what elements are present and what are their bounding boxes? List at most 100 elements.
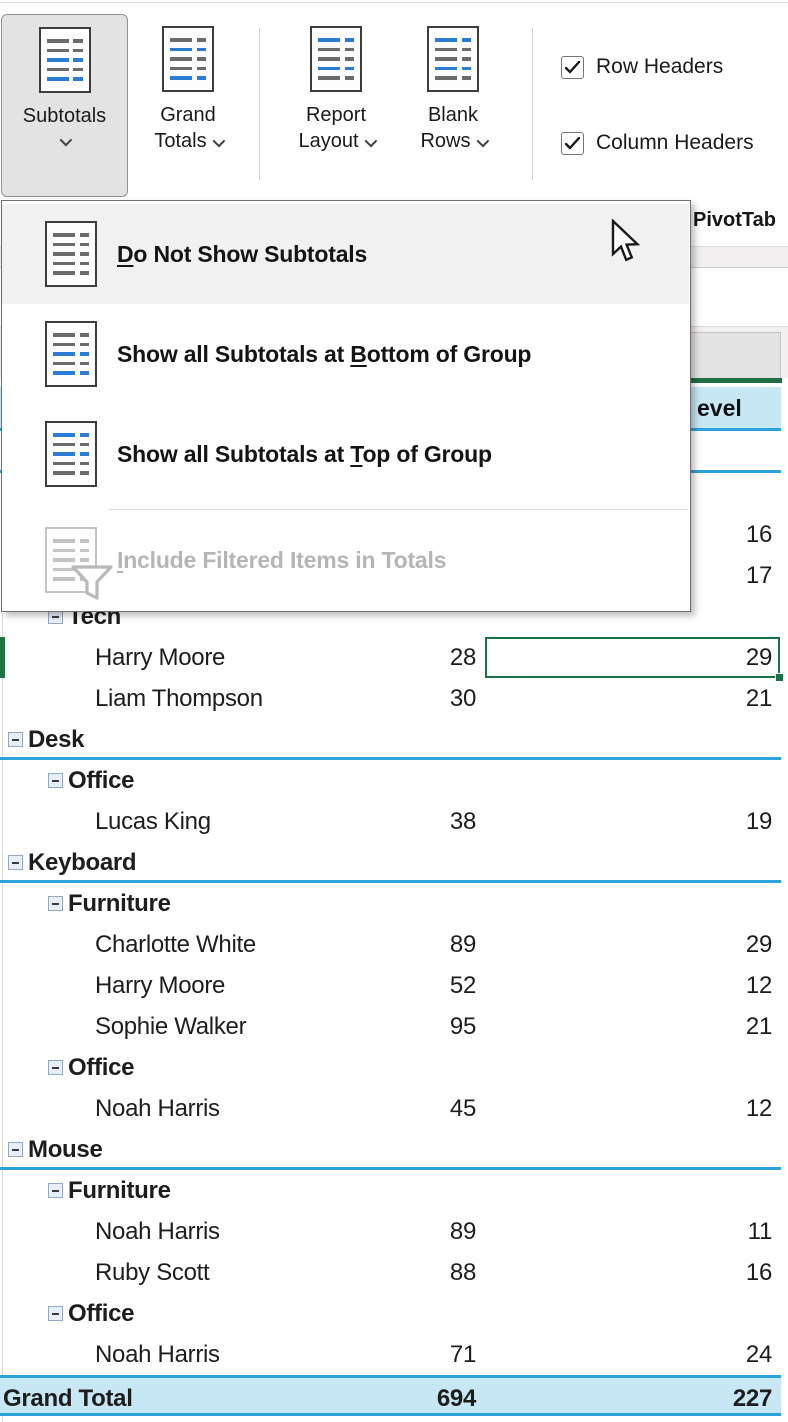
pivot-row[interactable]: Harry Moore 52 12 xyxy=(0,965,781,1006)
chevron-down-icon xyxy=(364,134,377,148)
cell-value[interactable]: 694 xyxy=(436,1385,476,1412)
include-filtered-items-icon xyxy=(45,527,113,600)
pivot-row[interactable]: 17 xyxy=(0,555,781,596)
pivot-row[interactable]: Office xyxy=(0,760,781,801)
grand-totals-button[interactable]: Grand Totals xyxy=(140,14,236,197)
collapse-minus-icon[interactable] xyxy=(48,896,63,911)
cell-value[interactable]: 16 xyxy=(745,1259,772,1286)
cell-value[interactable]: 16 xyxy=(745,521,772,548)
report-layout-icon xyxy=(310,26,362,92)
pivot-row[interactable]: Office xyxy=(0,1293,781,1334)
chevron-down-icon xyxy=(212,134,225,148)
show-subtotals-top-icon xyxy=(45,421,97,487)
cell-value[interactable]: 29 xyxy=(745,931,772,958)
pivot-row[interactable]: Charlotte White 89 29 xyxy=(0,924,781,965)
pivot-row[interactable]: 16 xyxy=(0,514,781,555)
cell-value[interactable]: 45 xyxy=(449,1095,476,1122)
collapse-minus-icon[interactable] xyxy=(48,1306,63,1321)
row-label: Ruby Scott xyxy=(95,1259,210,1286)
row-label: Noah Harris xyxy=(95,1218,220,1245)
cell-value[interactable]: 89 xyxy=(449,1218,476,1245)
cell-value[interactable]: 12 xyxy=(745,972,772,999)
pivot-row[interactable]: Mouse xyxy=(0,1129,781,1170)
selected-row-indicator xyxy=(0,637,5,678)
row-label: Harry Moore xyxy=(95,644,226,671)
collapse-minus-icon[interactable] xyxy=(48,1060,63,1075)
grand-total-row[interactable]: Grand Total 694 227 xyxy=(0,1375,781,1416)
pivot-row[interactable]: Furniture xyxy=(0,1170,781,1211)
row-label: Sophie Walker xyxy=(95,1013,247,1040)
cell-value[interactable]: 89 xyxy=(449,931,476,958)
cell-value[interactable]: 24 xyxy=(745,1341,772,1368)
pivot-row[interactable]: Sophie Walker 95 21 xyxy=(0,1006,781,1047)
cell-value[interactable]: 12 xyxy=(745,1095,772,1122)
subtotals-button[interactable]: Subtotals xyxy=(1,14,128,197)
mouse-cursor-icon xyxy=(611,218,641,268)
cell-value[interactable]: 29 xyxy=(745,644,772,671)
cell-value[interactable]: 30 xyxy=(449,685,476,712)
fill-handle[interactable] xyxy=(775,673,784,682)
cell-value[interactable]: 95 xyxy=(449,1013,476,1040)
cell-value[interactable]: 71 xyxy=(449,1341,476,1368)
row-label: Noah Harris xyxy=(95,1341,220,1368)
column-headers-label: Column Headers xyxy=(596,131,754,154)
row-label: Lucas King xyxy=(95,808,211,835)
blank-rows-icon xyxy=(427,26,479,92)
subtotals-label: Subtotals xyxy=(22,105,107,127)
collapse-minus-icon[interactable] xyxy=(8,855,23,870)
menu-item-show-subtotals-top[interactable]: Show all Subtotals at Top of Group xyxy=(2,404,689,504)
cell-value[interactable]: 28 xyxy=(449,644,476,671)
grand-totals-icon xyxy=(162,26,214,92)
menu-item-show-subtotals-bottom[interactable]: Show all Subtotals at Bottom of Group xyxy=(2,304,689,404)
collapse-minus-icon[interactable] xyxy=(48,773,63,788)
row-label: Office xyxy=(68,1054,135,1081)
row-label: Grand Total xyxy=(3,1385,133,1412)
report-layout-button[interactable]: Report Layout xyxy=(280,14,392,197)
cell-value[interactable]: 21 xyxy=(745,685,772,712)
cell-value[interactable]: 21 xyxy=(745,1013,772,1040)
cell-value[interactable]: 11 xyxy=(747,1218,773,1245)
column-headers-checkbox[interactable]: Column Headers xyxy=(561,131,754,155)
row-label: Liam Thompson xyxy=(95,685,263,712)
blank-rows-button[interactable]: Blank Rows xyxy=(402,14,504,197)
pivot-row[interactable]: Noah Harris 89 11 xyxy=(0,1211,781,1252)
cell-value[interactable]: 19 xyxy=(745,808,772,835)
pivot-row[interactable]: Lucas King 38 19 xyxy=(0,801,781,842)
pivot-row[interactable]: Office xyxy=(0,1047,781,1088)
pivot-row[interactable]: Keyboard xyxy=(0,842,781,883)
menu-item-do-not-show-subtotals[interactable]: Do Not Show Subtotals xyxy=(2,204,689,304)
chevron-down-icon xyxy=(476,134,489,148)
menu-item-label: Do Not Show Subtotals xyxy=(117,240,368,267)
cell-value[interactable]: 227 xyxy=(732,1385,772,1412)
cell-value[interactable]: 52 xyxy=(449,972,476,999)
collapse-minus-icon[interactable] xyxy=(8,1142,23,1157)
group-separator xyxy=(532,28,533,180)
selected-cell[interactable] xyxy=(485,637,784,682)
pivot-row[interactable]: Desk xyxy=(0,719,781,760)
column-header-label: evel xyxy=(697,395,742,421)
pivot-row[interactable]: Liam Thompson 30 21 xyxy=(0,678,781,719)
pivottable-styles-group-label: PivotTab xyxy=(693,209,776,231)
cell-value[interactable]: 17 xyxy=(745,562,772,589)
pivot-row[interactable]: Noah Harris 71 24 xyxy=(0,1334,781,1375)
worksheet-gridline xyxy=(2,613,3,1422)
cell-value[interactable]: 38 xyxy=(449,808,476,835)
row-headers-checkbox[interactable]: Row Headers xyxy=(561,55,723,79)
row-label: Office xyxy=(68,1300,135,1327)
checkbox-checked-icon xyxy=(561,131,584,155)
menu-item-label: Show all Subtotals at Top of Group xyxy=(117,440,492,467)
row-label: Furniture xyxy=(68,1177,171,1204)
show-subtotals-bottom-icon xyxy=(45,321,97,387)
collapse-minus-icon[interactable] xyxy=(48,1183,63,1198)
collapse-minus-icon[interactable] xyxy=(8,732,23,747)
pivot-row[interactable]: Harry Moore 28 29 xyxy=(0,637,781,678)
row-label: Furniture xyxy=(68,890,171,917)
menu-item-label: Show all Subtotals at Bottom of Group xyxy=(117,340,532,367)
group-separator xyxy=(259,28,260,180)
pivot-row[interactable]: Noah Harris 45 12 xyxy=(0,1088,781,1129)
menu-item-label: Include Filtered Items in Totals xyxy=(117,546,447,573)
cell-value[interactable]: 88 xyxy=(449,1259,476,1286)
pivot-row[interactable]: Furniture xyxy=(0,883,781,924)
pivot-row[interactable]: Ruby Scott 88 16 xyxy=(0,1252,781,1293)
